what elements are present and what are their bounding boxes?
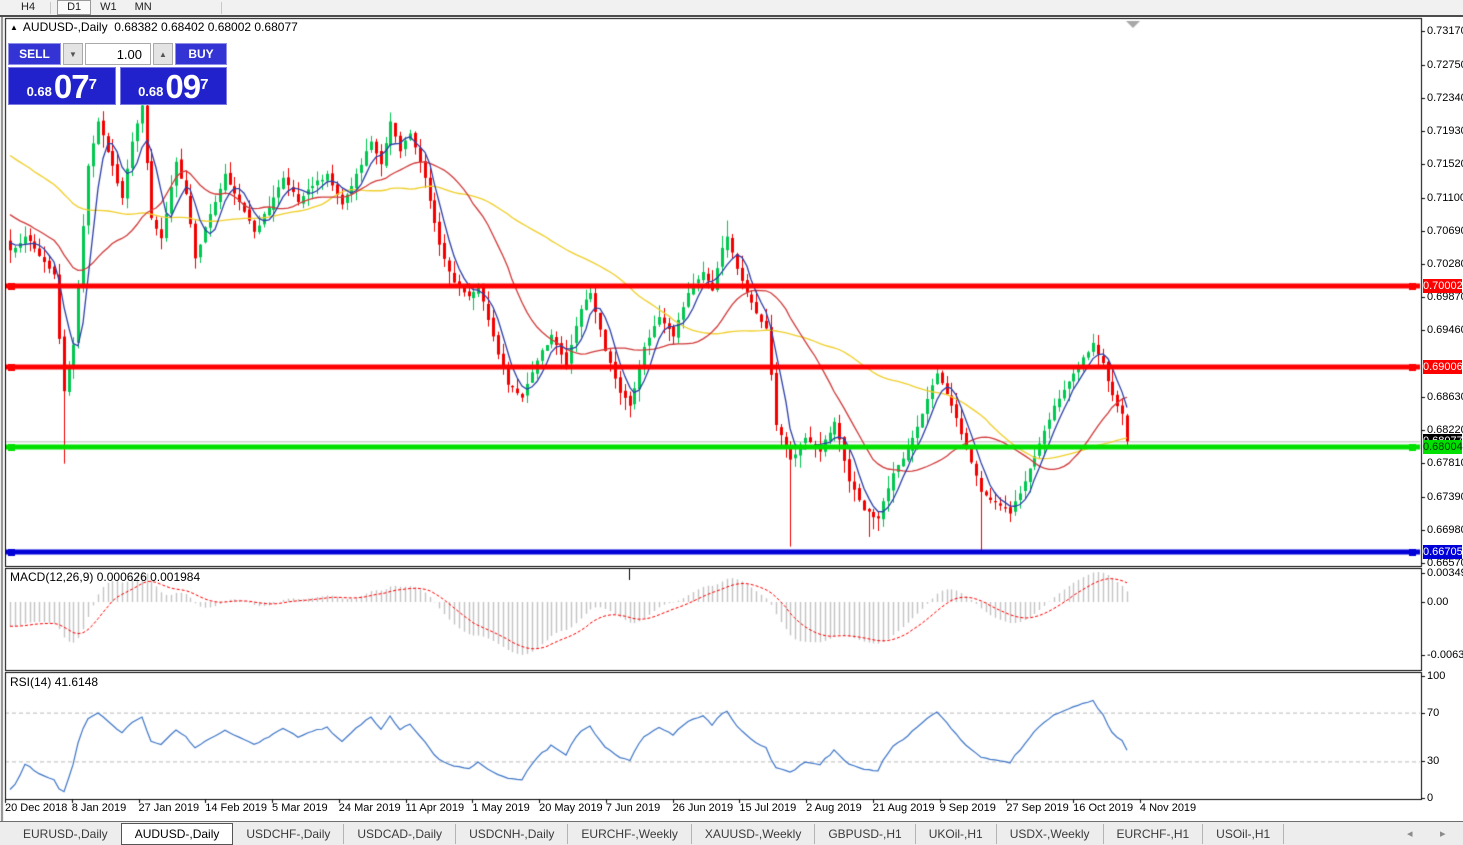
tab-eurchf[interactable]: EURCHF-,H1: [1104, 824, 1204, 844]
macd-values: 0.000626 0.001984: [96, 570, 201, 584]
price-tick-label: 0.73170: [1427, 25, 1463, 38]
rsi-name: RSI(14): [10, 675, 52, 689]
one-click-trade-panel: SELL ▼ 1.00 ▲ BUY 0.68 07 7 0.68 09 7: [8, 43, 227, 105]
date-label: 4 Nov 2019: [1139, 802, 1197, 814]
price-badge-0.69006: 0.69006: [1423, 359, 1463, 374]
timeframe-button-h4[interactable]: H4: [21, 1, 36, 13]
volume-decrease-button[interactable]: ▼: [63, 43, 83, 65]
chart-tab-bar: EURUSD-,Daily AUDUSD-,Daily USDCHF-,Daily U…: [0, 821, 1463, 845]
tab-usdchf[interactable]: USDCHF-,Daily: [233, 824, 345, 844]
macd-scale-label: -0.00637: [1427, 648, 1463, 661]
chart-symbol-label: AUDUSD-,Daily: [22, 20, 108, 34]
price-badge-0.68004: 0.68004: [1423, 440, 1463, 455]
price-tick-label: 0.71520: [1427, 158, 1463, 171]
symbol-dropdown-icon[interactable]: ▲: [10, 23, 18, 32]
date-label: 27 Jan 2019: [138, 802, 200, 814]
timeframe-button-w1[interactable]: W1: [100, 1, 117, 13]
timeframe-toolbar: H4 D1 W1 MN: [0, 0, 1463, 17]
date-label: 26 Jun 2019: [672, 802, 734, 814]
price-tick-label: 0.66570: [1427, 556, 1463, 569]
volume-increase-button[interactable]: ▲: [153, 43, 173, 65]
chart-ohlc-quotes: 0.68382 0.68402 0.68002 0.68077: [114, 20, 298, 34]
tab-scroll-right-icon[interactable]: ▸: [1440, 828, 1446, 840]
date-label: 5 Mar 2019: [272, 802, 328, 814]
date-label: 7 Jun 2019: [605, 802, 661, 814]
rsi-scale-label: 0: [1427, 792, 1434, 804]
date-label: 8 Jan 2019: [71, 802, 127, 814]
price-tick-label: 0.70690: [1427, 224, 1463, 237]
rsi-value: 41.6148: [54, 675, 99, 689]
date-label: 2 Aug 2019: [806, 802, 862, 814]
timeframe-button-d1[interactable]: D1: [57, 0, 92, 15]
tab-usdcad[interactable]: USDCAD-,Daily: [344, 824, 457, 844]
tab-xauusd[interactable]: XAUUSD-,Weekly: [692, 824, 816, 844]
timeframe-button-mn[interactable]: MN: [134, 1, 152, 13]
buy-price-pip: 7: [200, 76, 209, 93]
tab-eurusd[interactable]: EURUSD-,Daily: [23, 827, 108, 841]
price-badge-0.70002: 0.70002: [1423, 279, 1463, 294]
buy-price-prefix: 0.68: [138, 84, 164, 99]
tab-audusd[interactable]: AUDUSD-,Daily: [120, 823, 234, 845]
tab-scroll-left-icon[interactable]: ◂: [1407, 828, 1413, 840]
buy-price-main: 09: [165, 68, 201, 105]
price-tick-label: 0.67390: [1427, 490, 1463, 503]
price-tick-label: 0.66980: [1427, 523, 1463, 536]
rsi-scale-label: 70: [1427, 706, 1440, 719]
volume-input[interactable]: 1.00: [85, 43, 151, 65]
buy-button[interactable]: BUY: [175, 43, 227, 65]
tab-usdcnh[interactable]: USDCNH-,Daily: [456, 824, 569, 844]
price-tick-label: 0.69460: [1427, 324, 1463, 336]
date-label: 24 Mar 2019: [338, 802, 401, 814]
chart-title: ▲ AUDUSD-,Daily 0.68382 0.68402 0.68002 0…: [10, 20, 298, 34]
rsi-scale-label: 30: [1427, 755, 1440, 768]
date-label: 27 Sep 2019: [1006, 802, 1069, 814]
macd-name: MACD(12,26,9): [10, 570, 94, 584]
date-label: 9 Sep 2019: [939, 802, 996, 814]
date-label: 11 Apr 2019: [405, 802, 465, 814]
date-label: 20 May 2019: [539, 802, 603, 814]
price-tick-label: 0.70280: [1427, 257, 1463, 270]
tab-ukoil[interactable]: UKOil-,H1: [916, 824, 997, 844]
sell-button[interactable]: SELL: [8, 43, 61, 65]
toolbar-separator: [220, 1, 222, 14]
price-tick-label: 0.72340: [1427, 92, 1463, 105]
price-tick-label: 0.71930: [1427, 125, 1463, 138]
date-label: 14 Feb 2019: [205, 802, 268, 814]
buy-price-box[interactable]: 0.68 09 7: [119, 67, 227, 105]
tab-gbpusd[interactable]: GBPUSD-,H1: [815, 824, 916, 844]
price-tick-label: 0.67810: [1427, 456, 1463, 469]
date-label: 20 Dec 2018: [5, 802, 68, 814]
price-tick-label: 0.69870: [1427, 291, 1463, 303]
price-tick-label: 0.68220: [1427, 423, 1463, 436]
price-tick-label: 0.72750: [1427, 59, 1463, 72]
date-label: 21 Aug 2019: [872, 802, 935, 814]
rsi-label: RSI(14) 41.6148: [10, 675, 98, 689]
date-label: 1 May 2019: [472, 802, 530, 814]
chart-canvas[interactable]: [0, 17, 1463, 822]
price-tick-label: 0.68630: [1427, 390, 1463, 403]
sell-price-prefix: 0.68: [26, 84, 52, 99]
date-label: 15 Jul 2019: [739, 802, 797, 814]
rsi-scale-label: 100: [1427, 670, 1446, 682]
macd-label: MACD(12,26,9) 0.000626 0.001984: [10, 570, 200, 584]
tab-usoil[interactable]: USOil-,H1: [1203, 824, 1285, 844]
price-badge-0.66705: 0.66705: [1423, 544, 1463, 559]
sell-price-pip: 7: [88, 76, 97, 93]
toolbar-separator: [50, 1, 52, 14]
tab-usdx[interactable]: USDX-,Weekly: [997, 824, 1104, 844]
tab-eurchf[interactable]: EURCHF-,Weekly: [568, 824, 692, 844]
sell-price-main: 07: [53, 68, 90, 105]
sell-price-box[interactable]: 0.68 07 7: [8, 67, 116, 105]
date-label: 16 Oct 2019: [1073, 802, 1134, 814]
price-tick-label: 0.71100: [1427, 191, 1463, 204]
macd-scale-label: 0.00: [1427, 596, 1449, 608]
macd-scale-label: 0.00349: [1427, 567, 1463, 579]
